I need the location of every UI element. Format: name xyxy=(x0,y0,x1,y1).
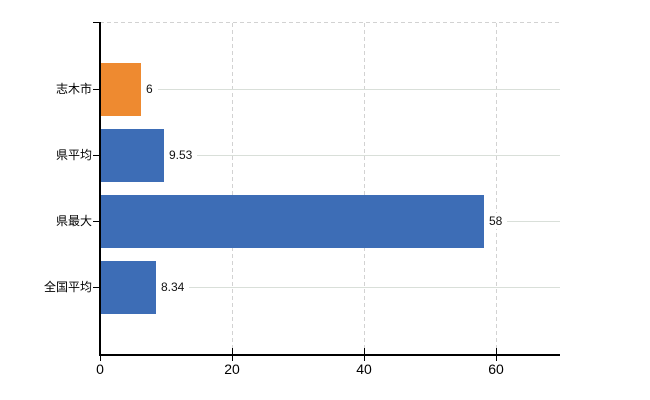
x-axis-tick xyxy=(364,348,365,361)
x-tick-label: 20 xyxy=(224,361,240,377)
bar xyxy=(101,195,484,248)
x-axis-tick xyxy=(496,348,497,361)
y-axis-line xyxy=(99,22,101,355)
y-axis-tick xyxy=(93,287,100,288)
v-gridline xyxy=(364,23,365,354)
h-gridline xyxy=(101,89,560,90)
value-label: 9.53 xyxy=(164,147,198,163)
value-label: 58 xyxy=(484,213,508,229)
bar xyxy=(101,129,164,182)
category-label: 志木市 xyxy=(55,82,92,96)
h-gridline xyxy=(101,155,560,156)
x-axis-line xyxy=(99,354,560,356)
x-tick-label: 0 xyxy=(96,361,104,377)
y-axis-tick xyxy=(93,221,100,222)
x-tick-label: 60 xyxy=(488,361,504,377)
value-label: 6 xyxy=(141,81,158,97)
bar xyxy=(101,261,156,314)
plot-top-border xyxy=(100,22,560,23)
bar xyxy=(101,63,141,116)
y-axis-top-tick xyxy=(93,22,100,23)
y-axis-tick xyxy=(93,155,100,156)
value-label: 8.34 xyxy=(156,279,190,295)
y-axis-tick xyxy=(93,89,100,90)
v-gridline xyxy=(496,23,497,354)
x-tick-label: 40 xyxy=(356,361,372,377)
h-gridline xyxy=(101,287,560,288)
category-label: 全国平均 xyxy=(43,280,92,294)
category-label: 県最大 xyxy=(55,214,92,228)
x-axis-tick xyxy=(232,348,233,361)
category-label: 県平均 xyxy=(55,148,92,162)
v-gridline xyxy=(232,23,233,354)
x-axis-tick xyxy=(100,348,101,361)
